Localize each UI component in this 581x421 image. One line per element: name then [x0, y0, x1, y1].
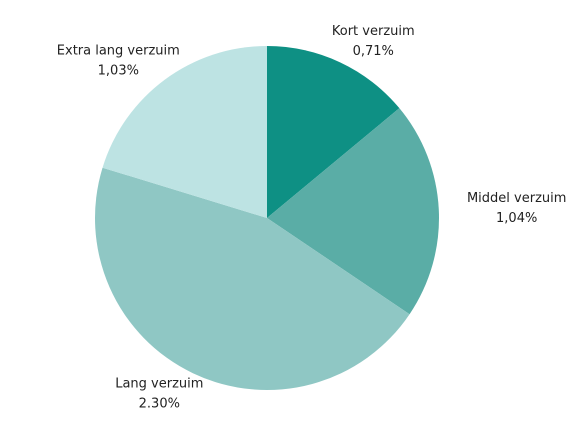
pie-slice: [95, 167, 410, 390]
slice-label: Kort verzuim: [332, 24, 415, 39]
slice-value-label: 1,04%: [496, 211, 537, 226]
slice-label: Extra lang verzuim: [57, 44, 180, 59]
pie-slice: [102, 46, 267, 218]
slice-value-label: 2.30%: [139, 396, 180, 411]
slice-label: Lang verzuim: [115, 376, 203, 391]
slice-label: Middel verzuim: [467, 191, 566, 206]
pie-slice: [267, 108, 439, 315]
pie-slice: [267, 46, 400, 218]
slice-value-label: 1,03%: [98, 64, 139, 79]
slice-value-label: 0,71%: [353, 44, 394, 59]
